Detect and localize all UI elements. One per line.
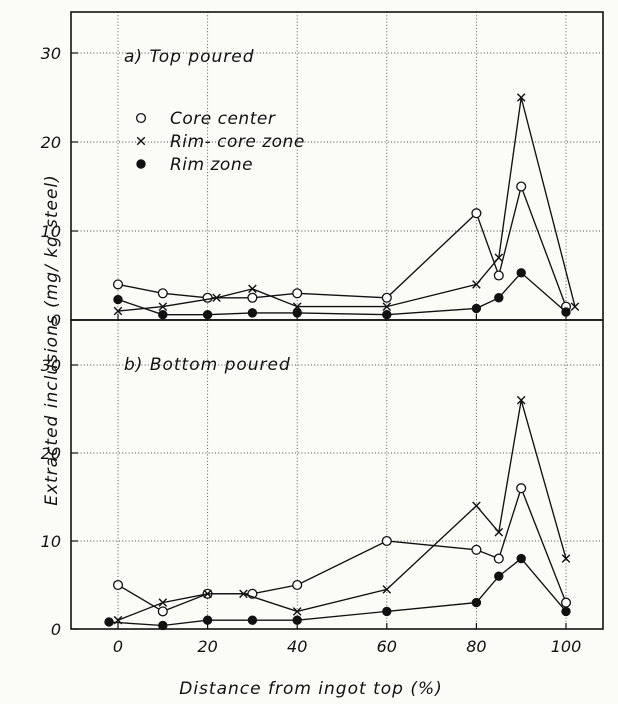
panel-a-series-3-point-4 — [247, 308, 258, 318]
panel-b-ytick-label-20: 20 — [41, 444, 61, 463]
panel-a-series-1-point-7 — [471, 208, 482, 219]
panel-b-series-2-point-6 — [382, 585, 392, 594]
panel-b-series-2-point-7 — [472, 501, 481, 511]
panel-b-series — [104, 395, 572, 631]
panel-b-ytick-label-0: 0 — [51, 620, 61, 639]
panel-b-frame — [70, 319, 604, 630]
panel-b-series-1-point-1 — [112, 579, 124, 591]
xtick-label-20: 20 — [197, 637, 217, 656]
panel-a-series-2-point-4 — [248, 284, 257, 294]
panel-b-series-3-point-3 — [202, 615, 213, 625]
panel-b-series-line-1 — [117, 486, 567, 613]
legend-marker-core-center — [135, 112, 147, 124]
panel-b-ytick-label-10: 10 — [41, 532, 61, 551]
legend-label-rim-zone: Rim zone — [170, 155, 253, 175]
panel-a-series-3-point-3 — [202, 309, 213, 320]
panel-a-series-3-point-9 — [516, 268, 526, 278]
panel-a-ytick-label-0: 0 — [51, 311, 61, 330]
legend-symbol-2 — [136, 136, 146, 146]
panel-a-series-2-point-3 — [212, 293, 221, 303]
panel-b-series-3-point-7 — [471, 597, 482, 608]
xtick-label-60: 60 — [377, 637, 397, 656]
x-axis-label: Distance from ingot top (%) — [179, 679, 443, 699]
panel-a-series-line-2 — [117, 97, 576, 312]
xtick-label-80: 80 — [466, 637, 486, 656]
panel-a-series-2-point-2 — [158, 302, 168, 311]
panel-b-series-2-point-5 — [292, 607, 302, 616]
panel-b-series-1-point-9 — [516, 483, 527, 494]
panel-a-series-1-point-2 — [157, 288, 168, 299]
panel-a-series-3-point-8 — [494, 293, 504, 303]
legend-marker-rim-core-zone — [136, 136, 146, 146]
panel-a-series-3-point-5 — [292, 308, 302, 318]
panel-b-series-2-point-4 — [239, 589, 248, 599]
panel-a-ytick-label-20: 20 — [41, 133, 61, 152]
panel-a-series-1-point-4 — [247, 292, 258, 303]
panel-b-series-1-point-2 — [157, 606, 168, 617]
panel-a-series-1-point-5 — [292, 288, 303, 299]
panel-b-series-1-point-5 — [292, 579, 303, 591]
legend-marker-rim-zone — [136, 159, 146, 169]
panel-b-series-3-point-1 — [104, 617, 114, 627]
panel-b-series-2-point-9 — [516, 395, 526, 405]
panel-a-series — [112, 93, 580, 320]
panel-b-series-1-point-10 — [560, 597, 572, 608]
panel-a-series-line-1 — [117, 184, 567, 307]
legend-label-core-center: Core center — [170, 109, 276, 129]
panel-b-series-2-point-8 — [494, 527, 504, 537]
panel-a-series-2-point-7 — [472, 280, 481, 289]
panel-a-series-2-point-9 — [516, 93, 526, 102]
tick-labels: 0 10 20 30 0 10 20 30 0 20 40 60 80 100 — [41, 44, 582, 656]
panel-a-series-1-point-3 — [202, 292, 213, 303]
panel-a-series-1-point-9 — [516, 181, 527, 192]
panel-a-series-3-point-6 — [382, 309, 392, 320]
panel-b-series-2-point-3 — [203, 589, 212, 599]
panel-a-ytick-label-10: 10 — [41, 222, 61, 241]
panel-a-series-line-3 — [117, 271, 567, 316]
panel-b-series-3-point-6 — [382, 606, 392, 617]
panel-a-grid — [71, 12, 603, 320]
panel-a-series-1-point-8 — [493, 270, 504, 281]
panel-b-series-1-point-8 — [493, 553, 504, 564]
panel-b-series-1-point-7 — [471, 544, 482, 555]
panel-b-series-2-point-10 — [561, 554, 571, 563]
legend: Core center Rim- core zone Rim zone — [135, 109, 305, 175]
panel-b-series-1-point-6 — [381, 535, 392, 547]
y-axis-label: Extracted inclusions (mg/ kg-steel) — [42, 174, 62, 506]
axis-ticks — [71, 52, 567, 630]
panel-b-title: b) Bottom poured — [124, 355, 291, 375]
panel-b-series-3-point-9 — [516, 553, 526, 564]
panel-b-series-3-point-4 — [247, 615, 258, 625]
xtick-label-0: 0 — [113, 637, 123, 656]
panel-a-title: a) Top poured — [124, 47, 255, 67]
panel-b-series-3-point-10 — [561, 606, 571, 617]
panel-a-series-2-point-10 — [570, 302, 580, 311]
panel-a-series-3-point-10 — [561, 307, 571, 317]
panel-a-series-2-point-6 — [382, 302, 392, 311]
panel-a-series-3-point-7 — [471, 303, 482, 314]
panel-b-series-3-point-8 — [494, 571, 504, 581]
legend-label-rim-core-zone: Rim- core zone — [170, 132, 305, 152]
panel-b-series-line-3 — [108, 557, 567, 627]
legend-symbol-1 — [135, 112, 147, 124]
panel-a-series-1-point-1 — [112, 279, 124, 290]
panel-b-grid — [71, 320, 603, 629]
panel-a-ytick-label-30: 30 — [41, 44, 61, 63]
panel-b-ytick-label-30: 30 — [41, 356, 61, 375]
panel-a-series-2-point-8 — [494, 253, 504, 262]
panel-b-series-3-point-2 — [158, 620, 168, 631]
panel-b-series-3-point-5 — [292, 615, 302, 625]
xtick-label-100: 100 — [551, 637, 582, 656]
panel-a-series-2-point-1 — [113, 306, 123, 316]
xtick-label-40: 40 — [287, 637, 307, 656]
panel-b-series-line-2 — [117, 400, 567, 621]
panel-a-series-1-point-6 — [381, 292, 392, 303]
panel-b-series-2-point-2 — [158, 598, 168, 607]
panel-a-series-3-point-1 — [113, 294, 123, 305]
panel-a-series-3-point-2 — [158, 309, 168, 320]
legend-symbol-3 — [136, 159, 146, 169]
